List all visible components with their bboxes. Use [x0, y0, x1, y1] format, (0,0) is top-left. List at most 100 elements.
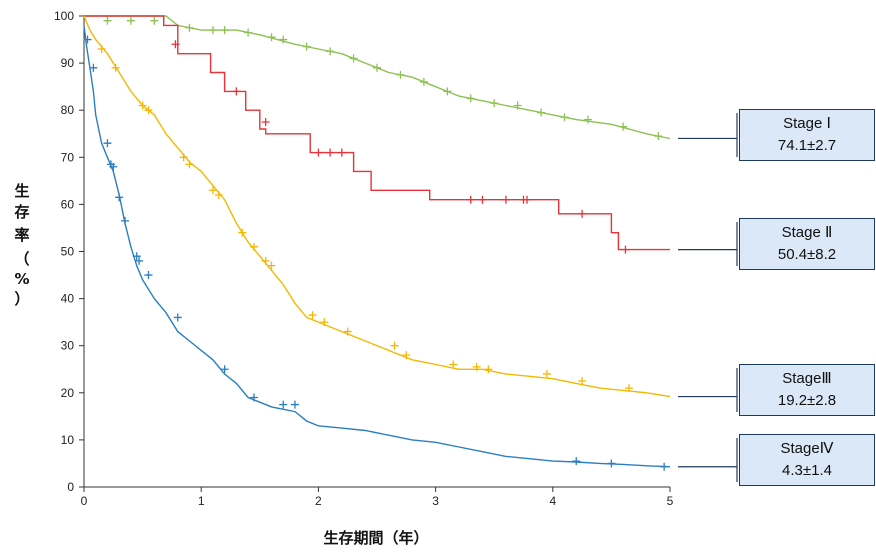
series-1	[84, 15, 671, 141]
censor-mark	[220, 365, 229, 374]
x-tick-label: 5	[667, 494, 674, 508]
censor-mark	[132, 252, 141, 261]
stage-survival-rate: 19.2±2.8	[777, 392, 837, 409]
y-axis-title-char: 率	[14, 226, 29, 244]
censor-mark	[320, 318, 329, 327]
series-4-curve	[83, 25, 671, 468]
censor-mark	[83, 35, 92, 44]
y-tick-label: 80	[61, 103, 75, 117]
x-tick-label: 0	[81, 494, 88, 508]
censor-mark	[103, 139, 112, 148]
censor-mark	[171, 40, 180, 49]
censor-mark	[302, 42, 311, 51]
censor-mark	[449, 360, 458, 369]
censor-mark	[572, 457, 581, 466]
stage-label-box: StageⅢ 19.2±2.8	[739, 364, 875, 416]
censor-mark	[144, 106, 153, 115]
censor-mark	[660, 462, 669, 471]
censor-mark	[97, 44, 106, 53]
stage-name: Stage Ⅰ	[783, 115, 831, 132]
censor-mark	[314, 148, 323, 157]
censor-mark	[390, 341, 399, 350]
series-1-curve	[84, 15, 671, 140]
censor-mark	[443, 87, 452, 96]
censor-mark	[542, 369, 551, 378]
y-axis-title-char: %	[14, 270, 29, 288]
censor-mark	[150, 16, 159, 25]
y-axis-title-char: （	[14, 250, 29, 268]
censor-mark	[501, 195, 510, 204]
censor-mark	[537, 108, 546, 117]
censor-mark	[185, 23, 194, 32]
y-axis-title-char: 存	[14, 203, 29, 221]
censor-mark	[103, 16, 112, 25]
y-tick-label: 100	[54, 9, 74, 23]
censor-mark	[472, 362, 481, 371]
censor-mark	[578, 377, 587, 386]
censor-mark	[126, 16, 135, 25]
stage-name: Stage Ⅱ	[781, 224, 833, 241]
series-3-curve	[83, 15, 671, 398]
censor-mark	[326, 148, 335, 157]
stage-label-box: Stage Ⅰ 74.1±2.7	[739, 109, 875, 161]
censor-mark	[619, 122, 628, 131]
y-tick-label: 10	[61, 433, 75, 447]
stage-name: StageⅣ	[780, 440, 834, 457]
censor-mark	[267, 33, 276, 42]
censor-mark	[523, 195, 532, 204]
censor-mark	[560, 113, 569, 122]
censor-mark	[185, 160, 194, 169]
x-tick-label: 1	[198, 494, 205, 508]
y-tick-label: 50	[61, 245, 75, 259]
censor-mark	[396, 70, 405, 79]
censor-mark	[583, 115, 592, 124]
censor-mark	[208, 186, 217, 195]
censor-mark	[238, 228, 247, 237]
censor-mark	[138, 101, 147, 110]
y-tick-label: 40	[61, 292, 75, 306]
y-tick-label: 60	[61, 197, 75, 211]
censor-mark	[249, 393, 258, 402]
censor-mark	[349, 54, 358, 63]
x-tick-label: 2	[315, 494, 322, 508]
y-axis-title: 生存率 （% ）	[14, 182, 29, 308]
censor-mark	[179, 153, 188, 162]
censor-mark	[607, 459, 616, 468]
censor-mark	[478, 195, 487, 204]
censor-mark	[261, 117, 270, 126]
stage-label-box: Stage Ⅱ 50.4±8.2	[739, 218, 875, 270]
censor-mark	[249, 242, 258, 251]
censor-mark	[261, 256, 270, 265]
x-tick-label: 3	[432, 494, 439, 508]
stage-survival-rate: 4.3±1.4	[782, 462, 832, 479]
x-axis-title: 生存期間（年）	[323, 529, 428, 547]
censor-mark	[173, 313, 182, 322]
censor-mark	[337, 148, 346, 157]
series-4	[83, 25, 671, 471]
y-axis-title-char: 生	[14, 182, 29, 200]
stage-survival-rate: 50.4±8.2	[777, 246, 837, 263]
stage-name: StageⅢ	[782, 370, 832, 387]
y-tick-label: 70	[61, 150, 75, 164]
censor-mark	[109, 162, 118, 171]
series-2-curve	[84, 15, 670, 251]
censor-mark	[144, 271, 153, 280]
censor-mark	[484, 365, 493, 374]
censor-mark	[621, 245, 630, 254]
stage-label-box: StageⅣ 4.3±1.4	[739, 434, 875, 486]
y-tick-label: 90	[61, 56, 75, 70]
y-tick-label: 30	[61, 339, 75, 353]
censor-mark	[466, 94, 475, 103]
censor-mark	[232, 87, 241, 96]
stage-survival-rate: 74.1±2.7	[777, 137, 837, 154]
censor-mark	[513, 101, 522, 110]
series-layer	[83, 15, 671, 471]
censor-mark	[490, 99, 499, 108]
censor-mark	[115, 193, 124, 202]
censor-mark	[419, 77, 428, 86]
censor-mark	[279, 400, 288, 409]
y-tick-label: 0	[67, 480, 74, 494]
censor-mark	[89, 63, 98, 72]
